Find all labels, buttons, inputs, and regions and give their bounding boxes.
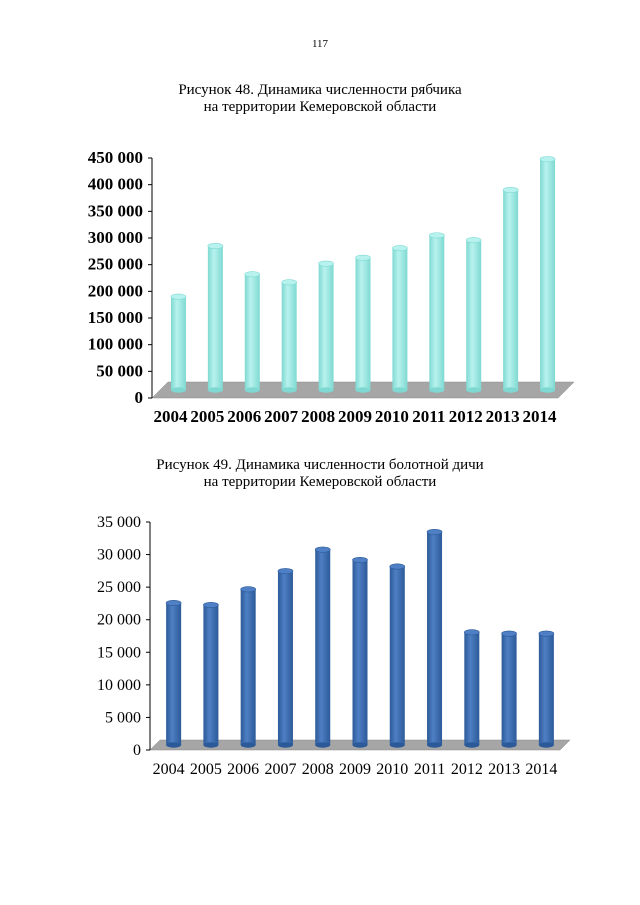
- y-tick-label: 400 000: [88, 175, 143, 194]
- bar-2013: [501, 630, 517, 748]
- y-tick-label: 250 000: [88, 255, 143, 274]
- bar-2008: [318, 260, 334, 393]
- bar-2010: [392, 245, 408, 393]
- y-tick-label: 0: [133, 742, 141, 759]
- chart-hazel-grouse-population: 0 50 000 100 000 150 000 200 000 250 000 300 0…: [88, 148, 575, 426]
- bar-2006: [244, 271, 261, 393]
- x-tick-label-2006: 2006: [227, 761, 259, 778]
- x-tick-label-2005: 2005: [190, 761, 222, 778]
- x-tick-label-2011: 2011: [414, 761, 445, 778]
- bar-2014: [539, 156, 556, 393]
- y-tick-label: 5 000: [105, 709, 141, 726]
- figure-49-caption: Рисунок 49. Динамика численности болотно…: [0, 457, 640, 491]
- bar-2011: [429, 232, 445, 393]
- chart-wetland-game-population: 0 5 000 10 000 15 000 20 000 25 000 30 000 35 0…: [97, 514, 571, 778]
- figure-48-caption: Рисунок 48. Динамика численности рябчика…: [0, 82, 640, 116]
- bar-2009: [355, 254, 371, 393]
- figure-49-caption-line-1: Рисунок 49. Динамика численности болотно…: [156, 457, 484, 473]
- x-tick-label-2005: 2005: [190, 407, 224, 426]
- bar-2004: [165, 599, 182, 748]
- y-tick-label: 200 000: [88, 281, 143, 300]
- y-tick-label: 35 000: [97, 514, 141, 531]
- x-tick-label-2008: 2008: [302, 761, 334, 778]
- y-tick-label: 0: [135, 388, 144, 407]
- x-tick-label-2012: 2012: [449, 407, 483, 426]
- x-tick-label-2007: 2007: [264, 761, 296, 778]
- x-tick-label-2009: 2009: [338, 407, 372, 426]
- x-tick-label-2004: 2004: [153, 761, 185, 778]
- x-tick-label-2007: 2007: [264, 407, 299, 426]
- x-tick-label-2006: 2006: [227, 407, 261, 426]
- x-tick-label-2013: 2013: [488, 761, 520, 778]
- bar-2010: [389, 563, 406, 748]
- figure-48-caption-line-2: на территории Кемеровской области: [203, 99, 437, 115]
- x-tick-label-2010: 2010: [375, 407, 409, 426]
- bar-2012: [465, 237, 482, 393]
- bar-2006: [240, 586, 256, 748]
- x-tick-label-2009: 2009: [339, 761, 371, 778]
- y-tick-label: 25 000: [97, 579, 141, 596]
- x-tick-label-2004: 2004: [153, 407, 188, 426]
- x-tick-label-2013: 2013: [486, 407, 520, 426]
- bar-2007: [281, 279, 297, 393]
- bar-2013: [502, 186, 519, 393]
- x-tick-label-2014: 2014: [523, 407, 558, 426]
- bar-2011: [426, 528, 443, 748]
- y-tick-label: 350 000: [88, 201, 143, 220]
- bar-2008: [314, 546, 331, 748]
- bar-2014: [538, 630, 555, 748]
- x-tick-label-2008: 2008: [301, 407, 335, 426]
- y-tick-label: 300 000: [88, 228, 143, 247]
- x-tick-label-2011: 2011: [412, 407, 445, 426]
- y-tick-label: 15 000: [97, 644, 141, 661]
- y-tick-label: 30 000: [97, 547, 141, 564]
- y-tick-label: 10 000: [97, 677, 141, 694]
- x-tick-label-2010: 2010: [376, 761, 408, 778]
- y-tick-label: 100 000: [88, 335, 143, 354]
- bar-2007: [277, 568, 294, 748]
- page-number: 117: [311, 38, 329, 50]
- figure-49-caption-line-2: на территории Кемеровской области: [203, 474, 437, 490]
- y-tick-label: 50 000: [96, 361, 143, 380]
- y-tick-label: 150 000: [88, 308, 143, 327]
- bar-2005: [207, 243, 224, 393]
- bar-2012: [464, 629, 480, 748]
- x-tick-label-2012: 2012: [451, 761, 483, 778]
- bar-2004: [170, 293, 187, 393]
- bar-2009: [352, 556, 368, 748]
- y-tick-label: 20 000: [97, 612, 141, 629]
- figure-48-caption-line-1: Рисунок 48. Динамика численности рябчика: [178, 82, 462, 98]
- y-tick-label: 450 000: [88, 148, 143, 167]
- bar-2005: [203, 601, 219, 748]
- x-tick-label-2014: 2014: [525, 761, 557, 778]
